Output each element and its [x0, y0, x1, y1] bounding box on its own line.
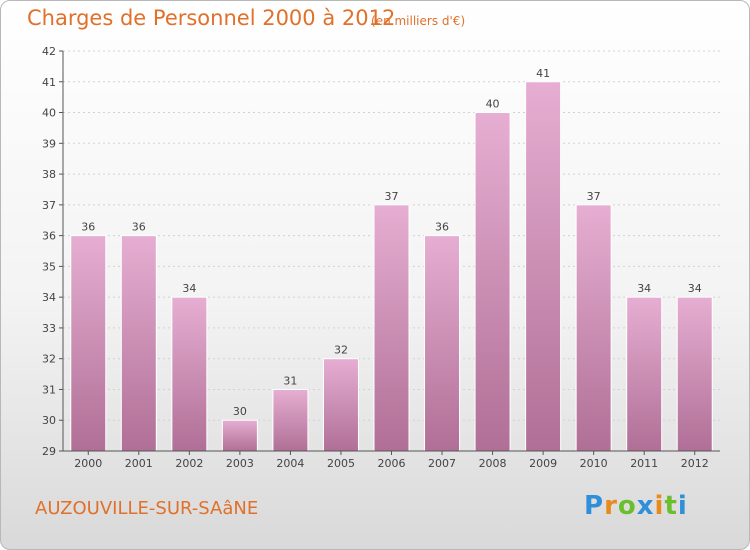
- data-label: 31: [283, 374, 297, 387]
- data-label: 36: [132, 221, 146, 234]
- bar-2006[interactable]: [373, 204, 410, 452]
- x-tick-label: 2004: [276, 457, 304, 470]
- y-tick-label: 41: [42, 76, 56, 89]
- y-tick-label: 34: [42, 291, 56, 304]
- y-tick-label: 36: [42, 230, 56, 243]
- y-tick-label: 39: [42, 137, 56, 150]
- city-name: AUZOUVILLE-SUR-SAâNE: [35, 498, 259, 519]
- x-tick-label: 2012: [681, 457, 709, 470]
- y-tick-label: 31: [42, 383, 56, 396]
- bar-2001[interactable]: [120, 235, 157, 452]
- x-tick-label: 2006: [378, 457, 406, 470]
- chart-title: Charges de Personnel 2000 à 2012: [27, 6, 396, 30]
- y-tick-label: 37: [42, 199, 56, 212]
- logo-letter: i: [677, 491, 688, 521]
- y-tick-label: 35: [42, 260, 56, 273]
- data-label: 41: [536, 67, 550, 80]
- logo-letter: P: [584, 491, 605, 521]
- data-label: 40: [486, 98, 500, 111]
- bar-2008[interactable]: [474, 112, 511, 452]
- chart-subtitle: (en milliers d'€): [371, 14, 466, 28]
- data-label: 36: [435, 221, 449, 234]
- data-label: 32: [334, 344, 348, 357]
- bar-2012[interactable]: [676, 296, 713, 452]
- x-tick-label: 2003: [226, 457, 254, 470]
- y-tick-label: 29: [42, 445, 56, 458]
- data-label: 30: [233, 405, 247, 418]
- x-tick-label: 2002: [175, 457, 203, 470]
- data-label: 34: [182, 282, 196, 295]
- x-tick-label: 2010: [580, 457, 608, 470]
- bar-2004[interactable]: [272, 388, 309, 452]
- logo-letter: i: [654, 491, 665, 521]
- logo-letter: o: [617, 491, 637, 521]
- logo-letter: t: [664, 491, 678, 521]
- bar-2010[interactable]: [575, 204, 612, 452]
- x-tick-label: 2007: [428, 457, 456, 470]
- bar-2007[interactable]: [424, 235, 461, 452]
- data-label: 37: [587, 190, 601, 203]
- y-tick-label: 30: [42, 414, 56, 427]
- bar-2011[interactable]: [626, 296, 663, 452]
- x-tick-label: 2001: [125, 457, 153, 470]
- bar-2005[interactable]: [322, 358, 359, 452]
- logo-letter: r: [604, 491, 618, 521]
- bar-2002[interactable]: [171, 296, 208, 452]
- y-tick-label: 33: [42, 322, 56, 335]
- x-tick-label: 2009: [529, 457, 557, 470]
- bar-2000[interactable]: [70, 235, 107, 452]
- data-label: 36: [81, 221, 95, 234]
- bar-2009[interactable]: [525, 81, 562, 452]
- x-tick-label: 2008: [479, 457, 507, 470]
- proxiti-logo[interactable]: Proxiti: [584, 491, 688, 521]
- logo-letter: x: [636, 491, 655, 521]
- x-tick-label: 2011: [630, 457, 658, 470]
- data-label: 37: [385, 190, 399, 203]
- x-tick-label: 2005: [327, 457, 355, 470]
- y-tick-label: 38: [42, 168, 56, 181]
- data-label: 34: [688, 282, 702, 295]
- x-tick-label: 2000: [74, 457, 102, 470]
- bar-2003[interactable]: [221, 419, 258, 452]
- y-tick-label: 42: [42, 45, 56, 58]
- data-label: 34: [637, 282, 651, 295]
- y-tick-label: 32: [42, 353, 56, 366]
- y-tick-label: 40: [42, 107, 56, 120]
